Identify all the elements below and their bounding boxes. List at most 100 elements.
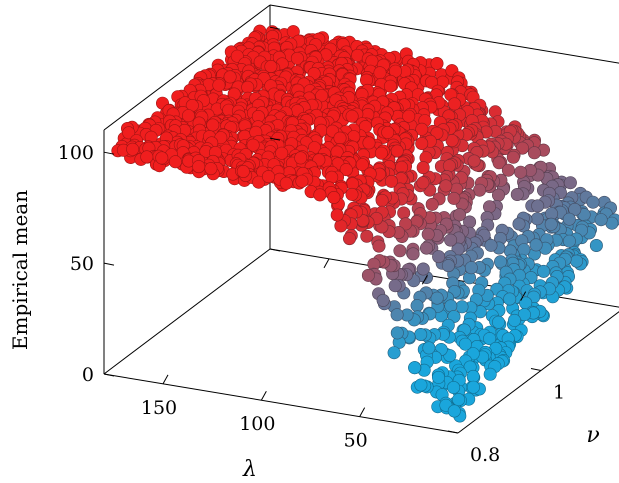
data-point (313, 188, 327, 202)
y-tick-mark (447, 430, 459, 434)
data-point (290, 51, 304, 65)
data-point (373, 66, 387, 80)
data-point (182, 109, 196, 123)
data-point (483, 332, 497, 346)
data-point (393, 244, 407, 258)
data-point (212, 78, 226, 92)
data-point (447, 97, 461, 111)
data-point (568, 202, 582, 216)
data-point (204, 162, 218, 176)
data-point (445, 134, 459, 148)
data-point (442, 159, 456, 173)
data-point (140, 150, 154, 164)
data-point (223, 70, 237, 84)
data-point (506, 150, 520, 164)
data-point (466, 380, 480, 394)
data-point (410, 299, 424, 313)
data-point (515, 141, 529, 155)
data-point (330, 208, 344, 222)
data-point (531, 199, 545, 213)
data-point (374, 146, 388, 160)
floor-left-edge (103, 248, 271, 375)
data-point (492, 156, 506, 170)
data-point (295, 174, 309, 188)
data-point (345, 109, 359, 123)
data-point (507, 313, 521, 327)
data-point (563, 176, 577, 190)
top-back-edge (269, 4, 619, 64)
data-point (315, 89, 329, 103)
z-axis-label: Empirical mean (8, 190, 32, 350)
data-point (414, 327, 428, 341)
data-point (452, 393, 466, 407)
data-point (529, 238, 543, 252)
data-point (416, 262, 430, 276)
data-point (360, 229, 374, 243)
z-tick-mark-back (269, 248, 281, 252)
data-point (517, 308, 531, 322)
data-point (155, 151, 169, 165)
data-point (416, 161, 430, 175)
data-point (537, 264, 551, 278)
data-point (339, 163, 353, 177)
data-point (484, 238, 498, 252)
data-point (390, 308, 404, 322)
data-point (473, 183, 487, 197)
data-point (399, 217, 413, 231)
data-point (431, 370, 445, 384)
data-point (168, 155, 182, 169)
data-point (342, 232, 356, 246)
x-tick-mark (359, 407, 366, 417)
x-tick-mark-back (421, 274, 428, 285)
data-point (493, 255, 507, 269)
data-point (447, 380, 461, 394)
data-point (464, 261, 478, 275)
data-point (562, 234, 576, 248)
data-point (294, 151, 308, 165)
data-point (345, 187, 359, 201)
data-point (388, 279, 402, 293)
data-point (447, 404, 461, 418)
data-point (406, 247, 420, 261)
x-tick-label: 100 (239, 413, 275, 435)
data-point (467, 154, 481, 168)
data-point (241, 80, 255, 94)
data-point (236, 165, 250, 179)
data-point (425, 197, 439, 211)
z-tick-label: 50 (70, 253, 94, 275)
data-point (432, 250, 446, 264)
data-point (605, 216, 619, 230)
data-point (376, 293, 390, 307)
data-point (333, 131, 347, 145)
data-point (246, 138, 260, 152)
data-point (421, 227, 435, 241)
data-point (414, 378, 428, 392)
z-tick-mark (103, 262, 115, 266)
data-point (441, 259, 455, 273)
data-point (422, 341, 436, 355)
data-point (415, 122, 429, 136)
x-tick-label: 150 (141, 397, 177, 419)
scatter-points (111, 24, 619, 423)
x-axis-label: λ (242, 457, 257, 482)
data-point (491, 315, 505, 329)
data-point (252, 175, 266, 189)
data-point (415, 137, 429, 151)
y-tick-label: 1 (553, 382, 565, 404)
data-point (383, 79, 397, 93)
data-point (372, 239, 386, 253)
z-tick-mark-back (269, 26, 281, 30)
axis-ticks: 0 50 100 150 100 50 0.8 1 (58, 26, 565, 466)
data-point (387, 346, 401, 360)
y-axis-label: ν (586, 423, 599, 448)
x-tick-mark-back (520, 291, 527, 301)
x-tick-mark (260, 390, 267, 401)
data-point (419, 241, 433, 255)
data-point (503, 292, 517, 306)
data-point (375, 193, 389, 207)
data-point (361, 268, 375, 282)
axis-labels: Empirical mean λ ν (8, 190, 600, 482)
data-point (570, 254, 584, 268)
data-point (483, 367, 497, 381)
data-point (530, 212, 544, 226)
